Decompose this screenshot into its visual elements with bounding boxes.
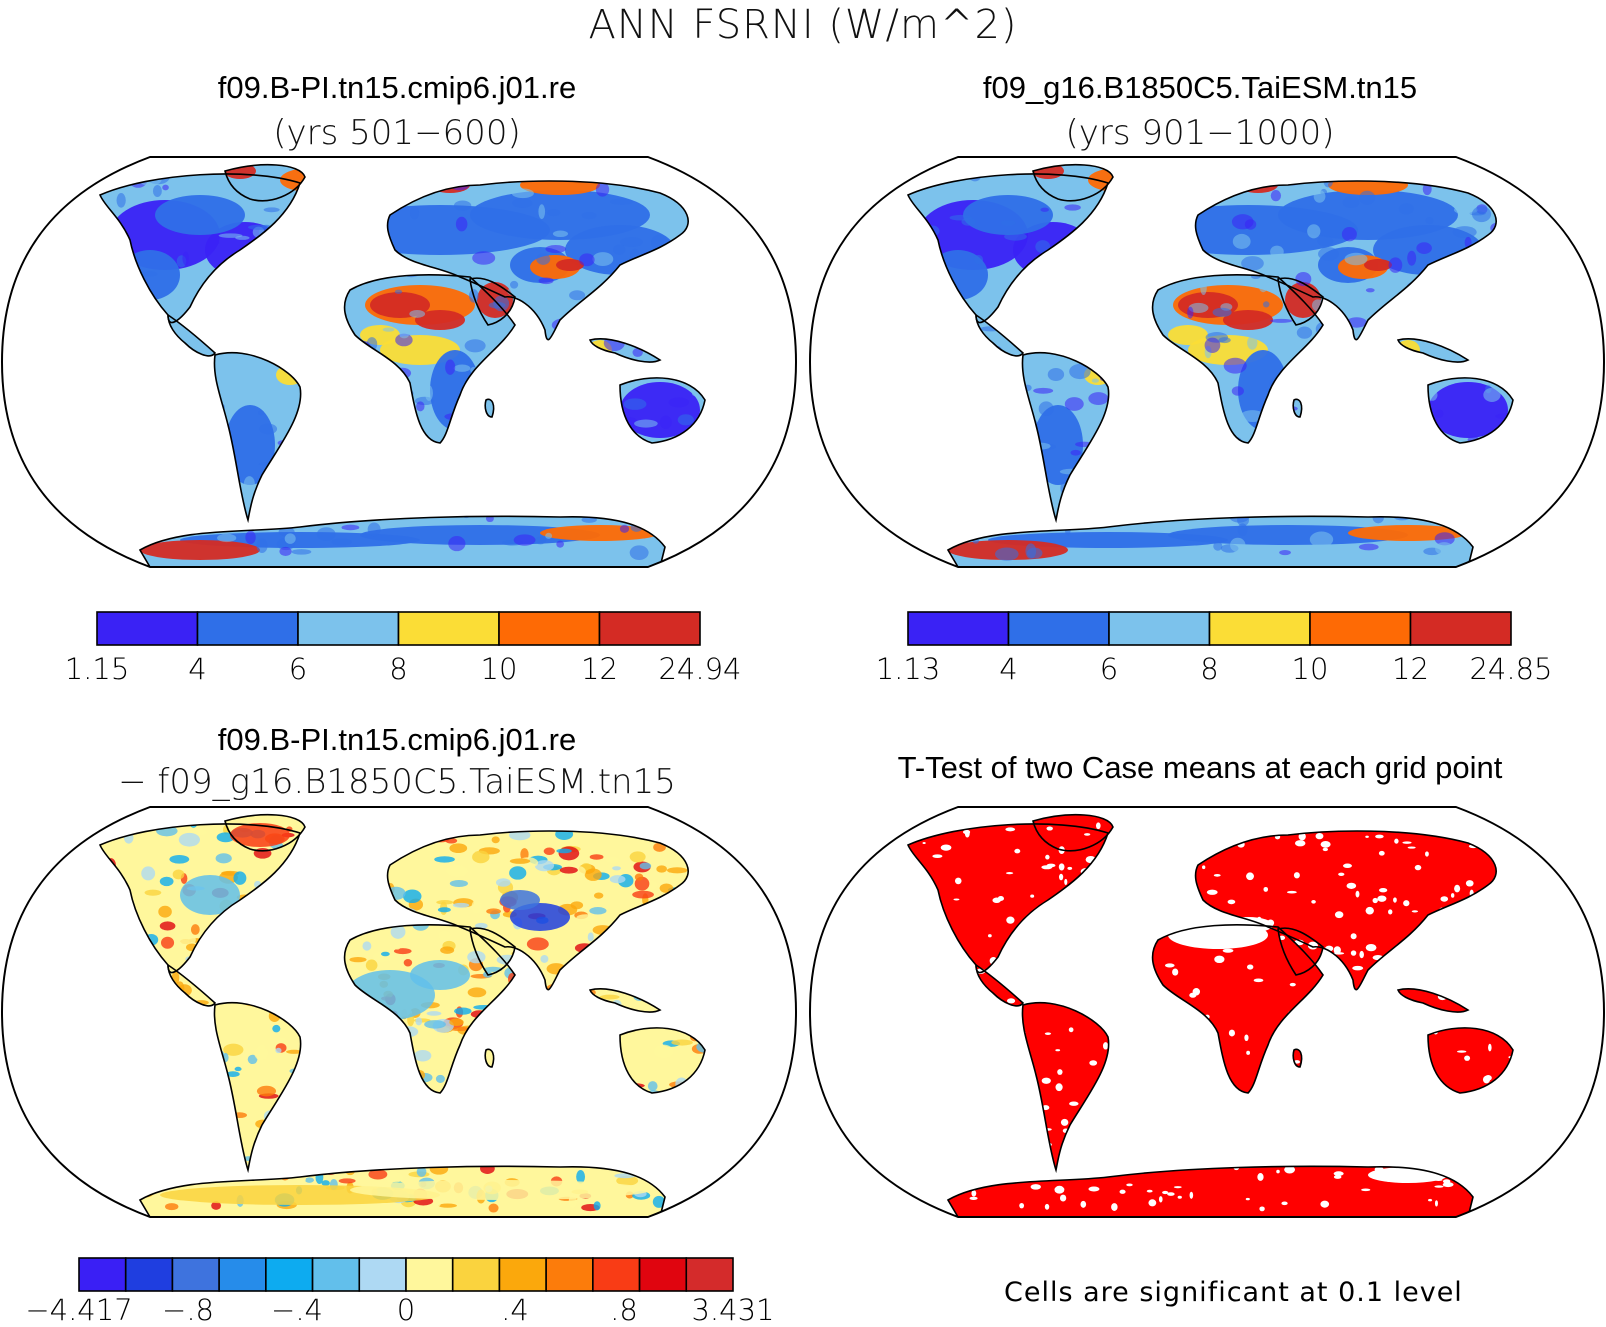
- colorbar-swatch: [451, 1257, 501, 1292]
- colorbar-tick-label: 24.94: [658, 652, 742, 686]
- colorbar-swatch: [685, 1257, 734, 1292]
- figure-title: ANN FSRNI (W/m^2): [588, 2, 1018, 48]
- panel-2-subtitle: (yrs 901−1000): [1065, 113, 1335, 153]
- colorbar-tick-label: 1.13: [875, 652, 941, 686]
- map-panel-ttest: [808, 806, 1606, 1218]
- colorbar-swatch: [297, 611, 400, 646]
- colorbar-tick-label: 8: [389, 652, 408, 686]
- map-panel-difference: [0, 806, 798, 1218]
- panel-3-title: f09.B-PI.tn15.cmip6.j01.re: [217, 722, 577, 757]
- colorbar-tick-label: 4: [999, 652, 1018, 686]
- colorbar-tick-label: 1.15: [64, 652, 130, 686]
- colorbar-swatch: [598, 611, 701, 646]
- colorbar-tick-label: 0: [396, 1293, 416, 1327]
- colorbar-swatch: [498, 1257, 547, 1292]
- colorbar-tick-label: 3.431: [691, 1293, 775, 1327]
- panel-4-title: T-Test of two Case means at each grid po…: [897, 750, 1503, 785]
- colorbar-case2: [907, 611, 1512, 646]
- colorbar-case1: [96, 611, 701, 646]
- colorbar-swatch: [592, 1257, 641, 1292]
- colorbar-tick-label: 24.85: [1469, 652, 1553, 686]
- colorbar-swatch: [1208, 611, 1311, 646]
- colorbar-tick-label: 12: [1392, 652, 1429, 686]
- colorbar-swatch: [265, 1257, 314, 1292]
- colorbar-swatch: [218, 1257, 267, 1292]
- colorbar-swatch: [78, 1257, 127, 1292]
- colorbar-swatch: [545, 1257, 594, 1292]
- colorbar-difference: [78, 1257, 734, 1292]
- colorbar-tick-label: 6: [288, 652, 308, 686]
- colorbar-swatch: [124, 1257, 174, 1292]
- colorbar-swatch: [1309, 611, 1412, 646]
- colorbar-tick-label: 10: [1291, 652, 1329, 686]
- colorbar-tick-label: 10: [480, 652, 518, 686]
- colorbar-difference-labels: −4.417 −.8 −.4 0 .4 .8 3.431: [25, 1293, 774, 1327]
- map-panel-case2: [808, 156, 1606, 568]
- colorbar-swatch: [96, 611, 199, 646]
- significance-note: Cells are significant at 0.1 level: [1004, 1277, 1463, 1308]
- map-panel-case1: [0, 156, 798, 568]
- colorbar-swatch: [638, 1257, 688, 1292]
- colorbar-tick-label: −.8: [162, 1293, 214, 1327]
- colorbar-tick-label: 8: [1200, 652, 1219, 686]
- colorbar-tick-label: −.4: [271, 1293, 323, 1327]
- colorbar-tick-label: .8: [610, 1293, 638, 1327]
- colorbar-swatch: [311, 1257, 361, 1292]
- colorbar-case1-labels: 1.15 4 6 8 10 12 24.94: [65, 652, 742, 688]
- colorbar-swatch: [1108, 611, 1211, 646]
- colorbar-tick-label: 12: [581, 652, 618, 686]
- colorbar-case2-labels: 1.13 4 6 8 10 12 24.85: [876, 652, 1553, 688]
- colorbar-swatch: [1007, 611, 1110, 646]
- panel-3-subtitle: − f09_g16.B1850C5.TaiESM.tn15: [118, 762, 676, 802]
- colorbar-swatch: [498, 611, 601, 646]
- colorbar-swatch: [397, 611, 500, 646]
- colorbar-swatch: [405, 1257, 454, 1292]
- colorbar-swatch: [1409, 611, 1512, 646]
- colorbar-swatch: [196, 611, 299, 646]
- colorbar-swatch: [907, 611, 1010, 646]
- colorbar-tick-label: −4.417: [25, 1293, 133, 1327]
- colorbar-tick-label: .4: [501, 1293, 529, 1327]
- panel-1-title: f09.B-PI.tn15.cmip6.j01.re: [217, 70, 577, 105]
- colorbar-tick-label: 6: [1099, 652, 1119, 686]
- panel-2-title: f09_g16.B1850C5.TaiESM.tn15: [982, 70, 1418, 105]
- colorbar-swatch: [358, 1257, 407, 1292]
- panel-1-subtitle: (yrs 501−600): [273, 113, 521, 153]
- colorbar-tick-label: 4: [188, 652, 207, 686]
- colorbar-swatch: [171, 1257, 220, 1292]
